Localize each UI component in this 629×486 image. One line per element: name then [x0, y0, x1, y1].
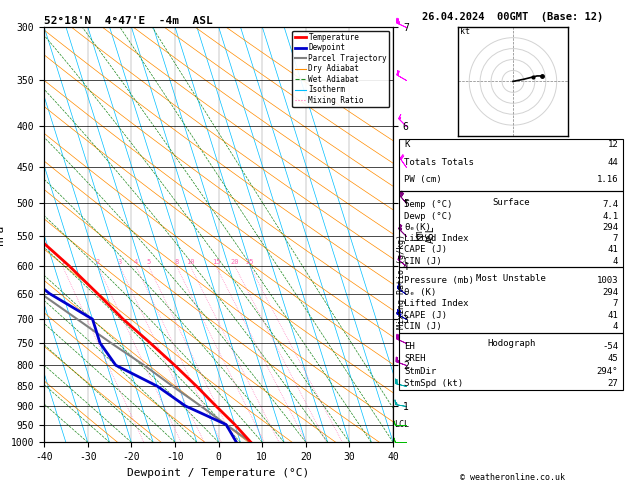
Text: 7.4: 7.4: [602, 200, 618, 209]
Text: Lifted Index: Lifted Index: [404, 299, 469, 308]
Text: 25: 25: [245, 259, 254, 265]
Text: 294°: 294°: [597, 366, 618, 376]
X-axis label: Dewpoint / Temperature (°C): Dewpoint / Temperature (°C): [128, 468, 309, 478]
Text: 20: 20: [231, 259, 239, 265]
Legend: Temperature, Dewpoint, Parcel Trajectory, Dry Adiabat, Wet Adiabat, Isotherm, Mi: Temperature, Dewpoint, Parcel Trajectory…: [292, 31, 389, 107]
Text: 10: 10: [186, 259, 194, 265]
Text: 7: 7: [613, 234, 618, 243]
Text: CIN (J): CIN (J): [404, 322, 442, 331]
Text: 27: 27: [608, 379, 618, 388]
Text: kt: kt: [460, 27, 470, 36]
Y-axis label: hPa: hPa: [0, 225, 5, 244]
Text: SREH: SREH: [404, 354, 425, 364]
Text: 15: 15: [212, 259, 220, 265]
Bar: [399, 191, 623, 267]
Text: Temp (°C): Temp (°C): [404, 200, 452, 209]
Text: 3: 3: [118, 259, 122, 265]
Text: 4: 4: [613, 322, 618, 331]
Text: 26.04.2024  00GMT  (Base: 12): 26.04.2024 00GMT (Base: 12): [422, 12, 603, 22]
Text: Totals Totals: Totals Totals: [404, 157, 474, 167]
Text: 1: 1: [60, 259, 65, 265]
Y-axis label: km
ASL: km ASL: [415, 226, 436, 243]
Bar: [399, 267, 623, 333]
Text: 4.1: 4.1: [602, 211, 618, 221]
Text: StmDir: StmDir: [404, 366, 436, 376]
Text: EH: EH: [404, 342, 415, 351]
Text: 4: 4: [133, 259, 138, 265]
Text: 44: 44: [608, 157, 618, 167]
Text: θₑ (K): θₑ (K): [404, 288, 436, 297]
Text: 41: 41: [608, 311, 618, 320]
Text: 52°18'N  4°47'E  -4m  ASL: 52°18'N 4°47'E -4m ASL: [44, 16, 213, 26]
Text: 8: 8: [174, 259, 179, 265]
Text: 294: 294: [602, 223, 618, 232]
Bar: [399, 139, 623, 191]
Text: 7: 7: [613, 299, 618, 308]
Text: 1.16: 1.16: [597, 175, 618, 184]
Text: -54: -54: [602, 342, 618, 351]
Text: CAPE (J): CAPE (J): [404, 245, 447, 254]
Text: Surface: Surface: [493, 198, 530, 207]
Text: 41: 41: [608, 245, 618, 254]
Text: LCL: LCL: [394, 420, 409, 429]
Text: Most Unstable: Most Unstable: [476, 274, 546, 283]
Text: Pressure (mb): Pressure (mb): [404, 277, 474, 285]
Text: 12: 12: [608, 140, 618, 149]
Text: 4: 4: [613, 257, 618, 266]
Text: Lifted Index: Lifted Index: [404, 234, 469, 243]
Text: StmSpd (kt): StmSpd (kt): [404, 379, 463, 388]
Text: Hodograph: Hodograph: [487, 340, 535, 348]
Text: 294: 294: [602, 288, 618, 297]
Text: θₑ(K): θₑ(K): [404, 223, 431, 232]
Text: 45: 45: [608, 354, 618, 364]
Text: 2: 2: [96, 259, 100, 265]
Text: 5: 5: [147, 259, 150, 265]
Text: CIN (J): CIN (J): [404, 257, 442, 266]
Text: PW (cm): PW (cm): [404, 175, 442, 184]
Bar: [399, 333, 623, 390]
Text: Dewp (°C): Dewp (°C): [404, 211, 452, 221]
Text: 1003: 1003: [597, 277, 618, 285]
Text: © weatheronline.co.uk: © weatheronline.co.uk: [460, 473, 565, 482]
Text: CAPE (J): CAPE (J): [404, 311, 447, 320]
Text: Mixing Ratio (g/kg): Mixing Ratio (g/kg): [397, 234, 406, 330]
Text: K: K: [404, 140, 409, 149]
